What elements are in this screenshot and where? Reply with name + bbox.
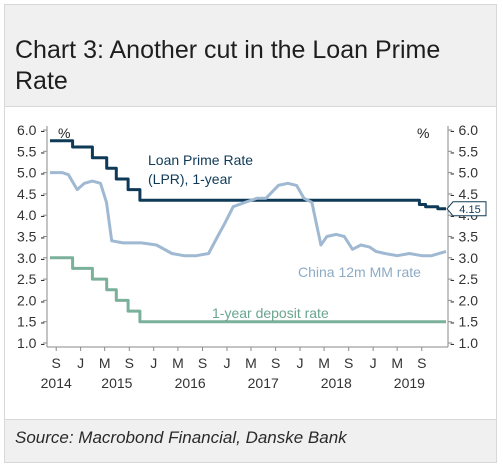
y-tick-label-right: - 5.5	[450, 143, 478, 159]
x-tick-label-year: 2017	[248, 375, 279, 391]
series-label-lpr-line2: (LPR), 1-year	[148, 171, 232, 187]
plot-background	[5, 107, 496, 419]
x-tick-label-year: 2015	[101, 375, 132, 391]
x-tick-label-month: M	[245, 355, 257, 371]
x-tick-label-month: J	[297, 355, 304, 371]
x-tick-label-month: J	[223, 355, 230, 371]
x-tick-label-month: S	[271, 355, 280, 371]
y-tick-label-right: - 1.5	[450, 314, 478, 330]
chart-title: Chart 3: Another cut in the Loan Prime R…	[15, 36, 441, 95]
x-tick-label-month: M	[172, 355, 184, 371]
x-tick-label-month: M	[99, 355, 111, 371]
x-tick-label-month: S	[198, 355, 207, 371]
x-tick-label-month: J	[150, 355, 157, 371]
title-divider	[5, 106, 496, 107]
chart-card: Chart 3: Another cut in the Loan Prime R…	[4, 4, 497, 463]
y-tick-label-right: - 4.5	[450, 186, 478, 202]
y-tick-label-left: 1.5 -	[17, 314, 45, 330]
y-tick-label-left: 2.5 -	[17, 271, 45, 287]
x-tick-label-month: M	[318, 355, 330, 371]
y-tick-label-right: - 3.5	[450, 229, 478, 245]
y-tick-label-left: 6.0 -	[17, 122, 45, 138]
series-label-lpr-line1: Loan Prime Rate	[148, 152, 253, 168]
series-label-deposit: 1-year deposit rate	[212, 305, 329, 321]
y-tick-label-left: 3.0 -	[17, 250, 45, 266]
x-tick-label-month: S	[417, 355, 426, 371]
end-value-badge	[446, 201, 487, 217]
y-tick-label-left: 1.0 -	[17, 335, 45, 351]
y-tick-label-right: - 2.0	[450, 292, 478, 308]
y-tick-label-right: - 3.0	[450, 250, 478, 266]
x-tick-label-year: 2014	[41, 375, 72, 391]
y-tick-label-left: 4.0 -	[17, 207, 45, 223]
source-divider	[5, 419, 496, 420]
x-tick-label-month: S	[344, 355, 353, 371]
y-tick-label-left: 5.5 -	[17, 143, 45, 159]
y-tick-label-left: 3.5 -	[17, 229, 45, 245]
x-tick-label-year: 2019	[394, 375, 425, 391]
end-value-label: 4.15	[459, 204, 480, 216]
source-note: Source: Macrobond Financial, Danske Bank	[15, 428, 347, 447]
series-line-lpr	[50, 139, 446, 211]
series-line-deposit	[50, 256, 446, 324]
x-tick-label-month: J	[370, 355, 377, 371]
x-tick-label-month: S	[125, 355, 134, 371]
y-tick-label-right: - 2.5	[450, 271, 478, 287]
y-unit-left: %	[58, 125, 70, 141]
y-tick-label-left: 4.5 -	[17, 186, 45, 202]
y-tick-label-right: - 6.0	[450, 122, 478, 138]
x-tick-label-year: 2016	[175, 375, 206, 391]
x-tick-label-month: M	[391, 355, 403, 371]
y-tick-label-right: - 5.0	[450, 165, 478, 181]
y-tick-label-left: 5.0 -	[17, 165, 45, 181]
y-tick-label-right: - 1.0	[450, 335, 478, 351]
x-tick-label-month: S	[52, 355, 61, 371]
series-label-mm-rate: China 12m MM rate	[298, 264, 421, 280]
x-tick-label-year: 2018	[321, 375, 352, 391]
y-tick-label-left: 2.0 -	[17, 292, 45, 308]
y-unit-right: %	[417, 125, 429, 141]
series-line-mm-rate	[50, 171, 447, 258]
x-tick-label-month: J	[77, 355, 84, 371]
